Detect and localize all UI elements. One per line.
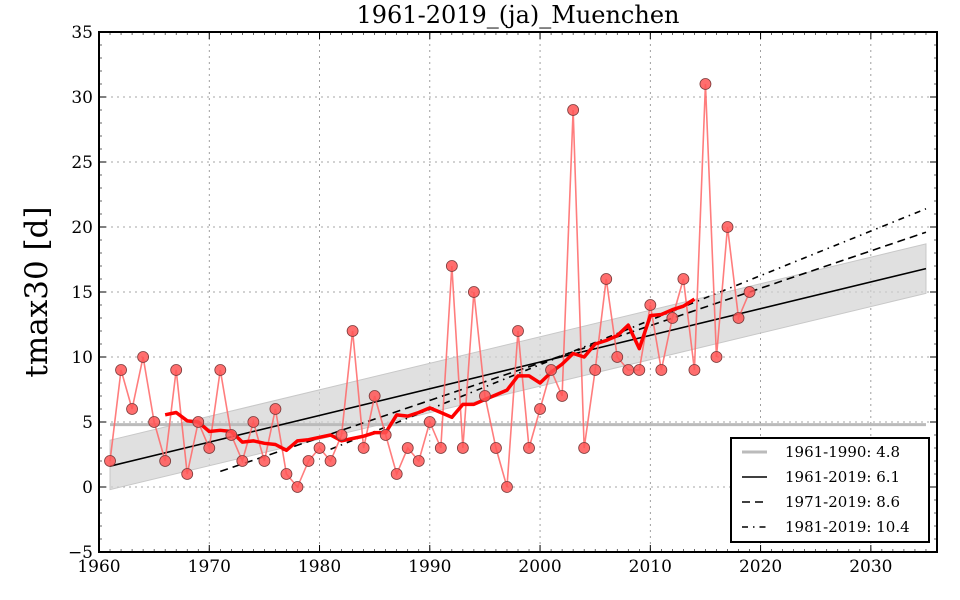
y-tick-label: 20: [71, 218, 93, 238]
data-point: [556, 390, 569, 402]
y-tick-label: 35: [71, 23, 93, 43]
data-point: [633, 364, 646, 376]
data-point: [379, 429, 392, 441]
data-point: [115, 364, 127, 376]
y-tick-label: 5: [82, 413, 93, 433]
data-point: [456, 442, 469, 454]
data-point: [335, 429, 348, 441]
data-point: [412, 455, 425, 467]
y-axis-label: tmax30 [d]: [19, 206, 55, 377]
data-point: [357, 442, 370, 454]
data-point: [159, 455, 172, 467]
data-point: [743, 286, 756, 298]
x-tick-label: 1980: [298, 557, 341, 577]
x-tick-label: 1970: [188, 557, 231, 577]
data-point: [280, 468, 293, 480]
data-point: [622, 364, 635, 376]
x-tick-label: 2030: [849, 557, 892, 577]
x-tick-label: 1990: [408, 557, 451, 577]
axis-ticks: 1960 1970 1980 1990 2000 2010 2020 2030−5051015…: [68, 23, 938, 577]
data-point: [688, 364, 701, 376]
data-series: [104, 78, 756, 493]
data-point: [247, 416, 260, 428]
data-point: [523, 442, 535, 454]
data-point: [434, 442, 447, 454]
data-point: [104, 455, 116, 467]
data-point: [214, 364, 227, 376]
data-point: [346, 325, 359, 337]
running-mean-line: [164, 297, 696, 453]
data-point: [423, 416, 436, 428]
data-point: [368, 390, 381, 402]
data-point: [501, 481, 513, 493]
x-tick-label: 2000: [518, 557, 561, 577]
y-tick-label: 25: [71, 153, 93, 173]
data-point: [203, 442, 216, 454]
data-point: [567, 104, 580, 116]
data-point: [137, 351, 150, 363]
data-point: [225, 429, 238, 441]
chart-title: 1961-2019_(ja)_Muenchen: [357, 1, 680, 29]
x-tick-label: 2020: [739, 557, 782, 577]
x-tick-label: 1960: [77, 557, 120, 577]
y-tick-label: 10: [71, 348, 93, 368]
data-point: [170, 364, 183, 376]
data-point: [710, 351, 723, 363]
data-point: [445, 260, 458, 272]
data-point: [181, 468, 194, 480]
data-point: [192, 416, 205, 428]
data-point: [291, 481, 304, 493]
legend: 1961-1990: 4.8 1961-2019: 6.1 1971-2019:…: [730, 437, 930, 543]
y-tick-label: 30: [71, 88, 93, 108]
data-point: [302, 455, 315, 467]
data-point: [677, 273, 690, 285]
legend-box: [730, 437, 930, 543]
data-point: [479, 390, 491, 402]
data-point: [401, 442, 414, 454]
legend-label: 1971-2019: 8.6: [785, 493, 900, 511]
y-tick-label: 0: [82, 478, 93, 498]
y-tick-label: −5: [68, 543, 93, 563]
x-tick-label: 2010: [629, 557, 672, 577]
y-tick-label: 15: [71, 283, 93, 303]
data-point: [269, 403, 282, 415]
legend-label: 1961-2019: 6.1: [785, 468, 900, 486]
data-point: [313, 442, 326, 454]
data-point: [655, 364, 668, 376]
data-point: [490, 442, 502, 454]
data-point: [545, 364, 557, 376]
data-point: [148, 416, 161, 428]
data-point: [644, 299, 657, 311]
data-point: [721, 221, 734, 233]
trend-line-1961-2019: [109, 267, 927, 467]
data-point: [578, 442, 591, 454]
data-point: [467, 286, 480, 298]
data-point: [258, 455, 271, 467]
data-point: [611, 351, 624, 363]
data-point: [666, 312, 679, 324]
data-point: [589, 364, 602, 376]
data-point: [534, 403, 546, 415]
data-point: [600, 273, 613, 285]
data-point: [512, 325, 524, 337]
data-point: [236, 455, 249, 467]
data-point: [390, 468, 403, 480]
data-point: [732, 312, 745, 324]
data-point: [126, 403, 138, 415]
legend-label: 1981-2019: 10.4: [785, 518, 910, 536]
legend-label: 1961-1990: 4.8: [785, 443, 900, 461]
data-point: [699, 78, 712, 90]
data-point: [324, 455, 337, 467]
